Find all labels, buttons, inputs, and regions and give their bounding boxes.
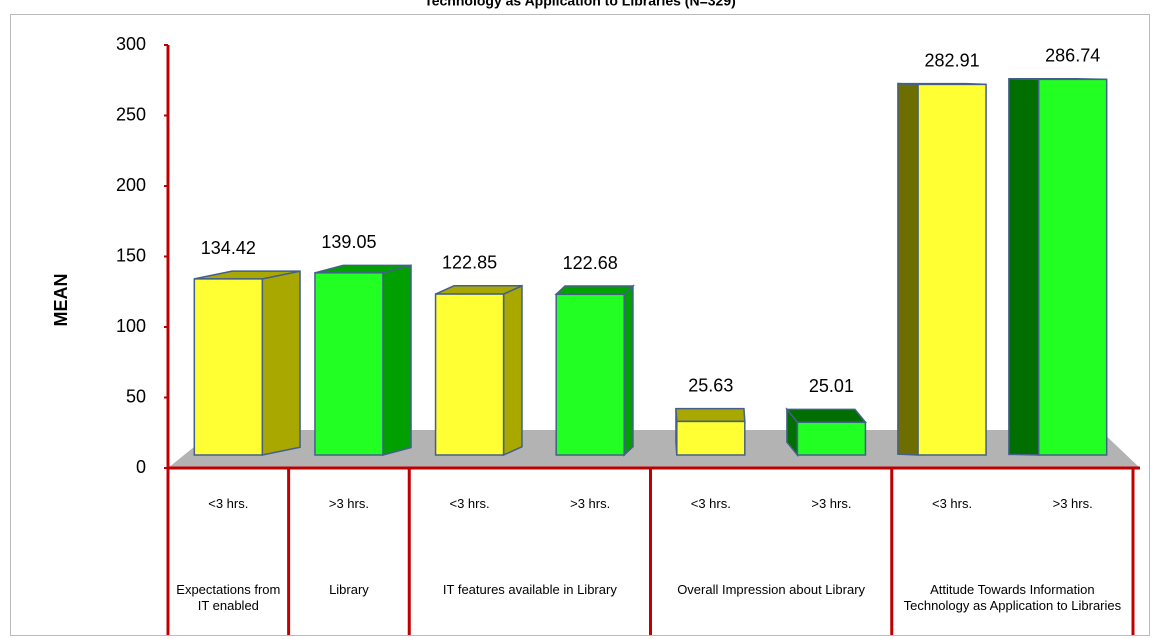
data-label: 286.74 bbox=[1045, 46, 1100, 66]
x-tick-label: >3 hrs. bbox=[1052, 496, 1093, 511]
bar-side bbox=[623, 284, 634, 457]
bar-side bbox=[261, 270, 301, 456]
group-label: Expectations from IT enabled bbox=[176, 582, 281, 613]
data-label: 122.68 bbox=[563, 253, 618, 273]
x-tick-label: <3 hrs. bbox=[449, 496, 490, 511]
bar bbox=[555, 293, 625, 456]
y-tick-label: 300 bbox=[116, 34, 146, 54]
y-tick-label: 150 bbox=[116, 245, 146, 265]
data-label: 139.05 bbox=[321, 232, 376, 252]
x-tick-label: <3 hrs. bbox=[208, 496, 249, 511]
bar-side bbox=[897, 82, 919, 456]
data-label: 25.01 bbox=[809, 376, 854, 396]
chart-frame bbox=[10, 14, 1150, 636]
y-tick-label: 0 bbox=[136, 457, 146, 477]
group-label: Attitude Towards Information Technology … bbox=[903, 582, 1122, 613]
y-tick-label: 250 bbox=[116, 104, 146, 124]
y-tick-label: 100 bbox=[116, 316, 146, 336]
x-tick-label: >3 hrs. bbox=[570, 496, 611, 511]
bar bbox=[1037, 78, 1108, 456]
bar-top bbox=[785, 408, 868, 423]
group-label: Overall Impression about Library bbox=[677, 582, 866, 597]
x-tick-label: >3 hrs. bbox=[328, 496, 369, 511]
bar-side bbox=[1008, 77, 1040, 456]
x-tick-label: >3 hrs. bbox=[811, 496, 852, 511]
bar bbox=[193, 278, 264, 456]
bar bbox=[434, 293, 505, 456]
data-label: 282.91 bbox=[925, 50, 980, 70]
bar-side bbox=[382, 264, 412, 456]
x-tick-label: <3 hrs. bbox=[690, 496, 731, 511]
y-tick-label: 200 bbox=[116, 175, 146, 195]
bar bbox=[314, 272, 384, 456]
bar-side bbox=[502, 284, 523, 457]
data-label: 25.63 bbox=[688, 375, 733, 395]
chart-title: Technology as Application to Libraries (… bbox=[424, 0, 736, 9]
group-label: Library bbox=[329, 582, 369, 597]
bar bbox=[917, 83, 987, 456]
bar bbox=[676, 420, 746, 456]
bar-top bbox=[675, 407, 746, 423]
bar-top bbox=[554, 285, 635, 296]
bar bbox=[796, 421, 867, 456]
group-label: IT features available in Library bbox=[442, 582, 617, 597]
x-tick-label: <3 hrs. bbox=[932, 496, 973, 511]
floor bbox=[168, 430, 1140, 468]
y-axis-label: MEAN bbox=[51, 274, 71, 327]
data-label: 134.42 bbox=[201, 238, 256, 258]
y-tick-label: 50 bbox=[126, 386, 146, 406]
data-label: 122.85 bbox=[442, 253, 497, 273]
